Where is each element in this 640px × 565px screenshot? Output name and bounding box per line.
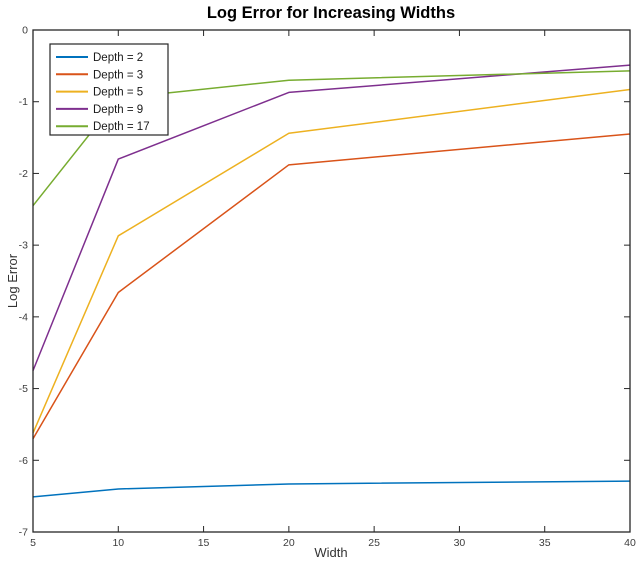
y-tick-label: -1: [19, 96, 28, 108]
x-tick-label: 25: [368, 537, 380, 549]
legend: Depth = 2 Depth = 3 Depth = 5 Depth = 9 Dept…: [49, 43, 169, 136]
series-line-Depth17: [32, 70, 631, 207]
x-tick-label: 40: [624, 537, 636, 549]
y-tick-label: -4: [19, 311, 28, 323]
series-layer: [32, 64, 631, 498]
y-axis-label: Log Error: [5, 253, 20, 308]
legend-entry-label: Depth = 17: [93, 121, 150, 133]
x-tick-label: 10: [112, 537, 124, 549]
axes-layer: 5 10 15 20 25 30 35 40 0 -1 -2 -3 -4 -5 -6 -7: [19, 25, 636, 550]
legend-entry-label: Depth = 5: [93, 87, 143, 99]
legend-entry-label: Depth = 2: [93, 52, 143, 64]
y-tick-label: -6: [19, 455, 28, 467]
x-tick-label: 20: [283, 537, 295, 549]
legend-box: [49, 43, 169, 136]
y-tick-label: -2: [19, 168, 28, 180]
x-axis-label: Width: [314, 545, 347, 560]
y-tick-label: -5: [19, 383, 28, 395]
legend-entry-label: Depth = 9: [93, 104, 143, 116]
legend-entry-label: Depth = 3: [93, 69, 143, 81]
series-line-Depth5: [32, 88, 631, 434]
y-tick-label: -7: [19, 527, 28, 539]
y-tick-label: -3: [19, 240, 28, 252]
series-line-Depth3: [32, 133, 631, 440]
x-tick-label: 5: [30, 537, 36, 549]
x-tick-label: 35: [539, 537, 551, 549]
x-tick-label: 15: [198, 537, 210, 549]
axis-box: [32, 29, 631, 533]
series-line-Depth9: [32, 64, 631, 371]
y-tick-label: 0: [22, 25, 28, 37]
chart-title: Log Error for Increasing Widths: [207, 4, 455, 22]
series-line-Depth2: [32, 480, 631, 498]
x-tick-label: 30: [454, 537, 466, 549]
